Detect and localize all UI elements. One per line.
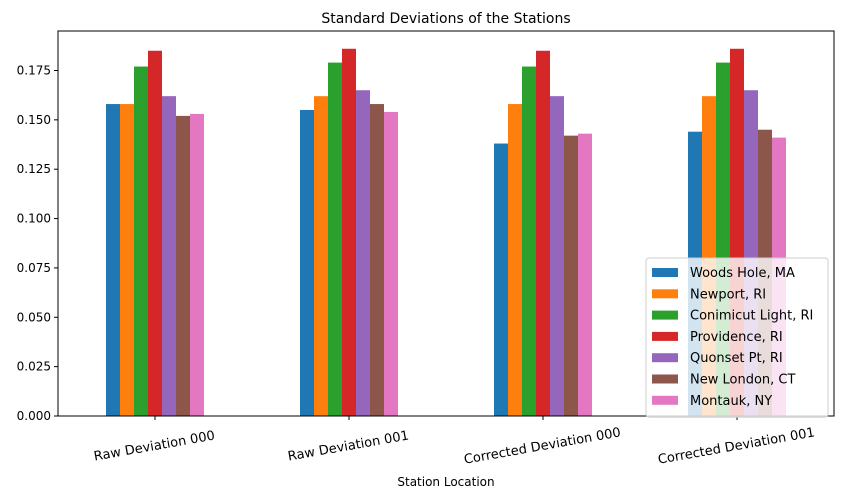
y-tick-label: 0.000	[17, 409, 51, 423]
bar	[106, 104, 120, 417]
plot-frame	[57, 30, 835, 417]
y-tick-label: 0.050	[17, 310, 51, 324]
legend-label: Quonset Pt, RI	[690, 351, 783, 366]
y-tick-label: 0.100	[17, 212, 51, 226]
y-tick-label: 0.125	[17, 162, 51, 176]
bar	[370, 104, 384, 417]
legend-swatch	[652, 353, 678, 363]
x-axis: Raw Deviation 000 Raw Deviation 001 Correc…	[93, 416, 816, 468]
bar	[134, 66, 148, 417]
bar	[522, 66, 536, 417]
y-axis: 0.000 0.025 0.050 0.075 0.100 0.125 0.150 0.175	[17, 63, 58, 423]
bar	[384, 111, 398, 416]
bars	[106, 48, 786, 417]
legend-swatch	[652, 289, 678, 299]
bar	[300, 109, 314, 416]
y-tick-label: 0.175	[17, 63, 51, 77]
y-tick-label: 0.025	[17, 360, 51, 374]
x-tick-label: Corrected Deviation 001	[657, 425, 816, 467]
legend-box	[645, 257, 829, 418]
x-tick-label: Raw Deviation 000	[93, 429, 216, 465]
bar	[328, 62, 342, 416]
bar	[564, 135, 578, 416]
bar	[314, 96, 328, 417]
bar	[578, 133, 592, 416]
bar	[190, 113, 204, 416]
legend-swatch	[652, 268, 678, 277]
bar	[536, 50, 550, 416]
legend-label: Conimicut Light, RI	[690, 309, 813, 324]
legend-label: Providence, RI	[690, 330, 783, 345]
bar	[494, 143, 508, 417]
legend-swatch	[652, 310, 678, 320]
legend-swatch	[652, 395, 678, 405]
legend-label: Newport, RI	[690, 287, 766, 302]
legend: Woods Hole, MA Newport, RI Conimicut Light…	[645, 257, 829, 418]
x-tick-label: Corrected Deviation 000	[463, 425, 622, 467]
bar	[342, 48, 356, 417]
bar	[162, 96, 176, 417]
bar	[356, 90, 370, 416]
x-axis-label: Station Location	[397, 475, 494, 489]
legend-label: New London, CT	[690, 373, 795, 388]
legend-label: Montauk, NY	[690, 394, 772, 409]
bar	[176, 115, 190, 417]
legend-swatch	[652, 374, 678, 384]
bar	[550, 96, 564, 417]
legend-label: Woods Hole, MA	[690, 266, 795, 281]
legend-swatch	[652, 331, 678, 341]
chart-title: Standard Deviations of the Stations	[321, 11, 570, 27]
bar	[148, 50, 162, 416]
y-tick-label: 0.150	[17, 113, 51, 127]
bar	[120, 104, 134, 417]
bar	[508, 104, 522, 417]
y-tick-label: 0.075	[17, 261, 51, 275]
x-tick-label: Raw Deviation 001	[287, 429, 410, 465]
